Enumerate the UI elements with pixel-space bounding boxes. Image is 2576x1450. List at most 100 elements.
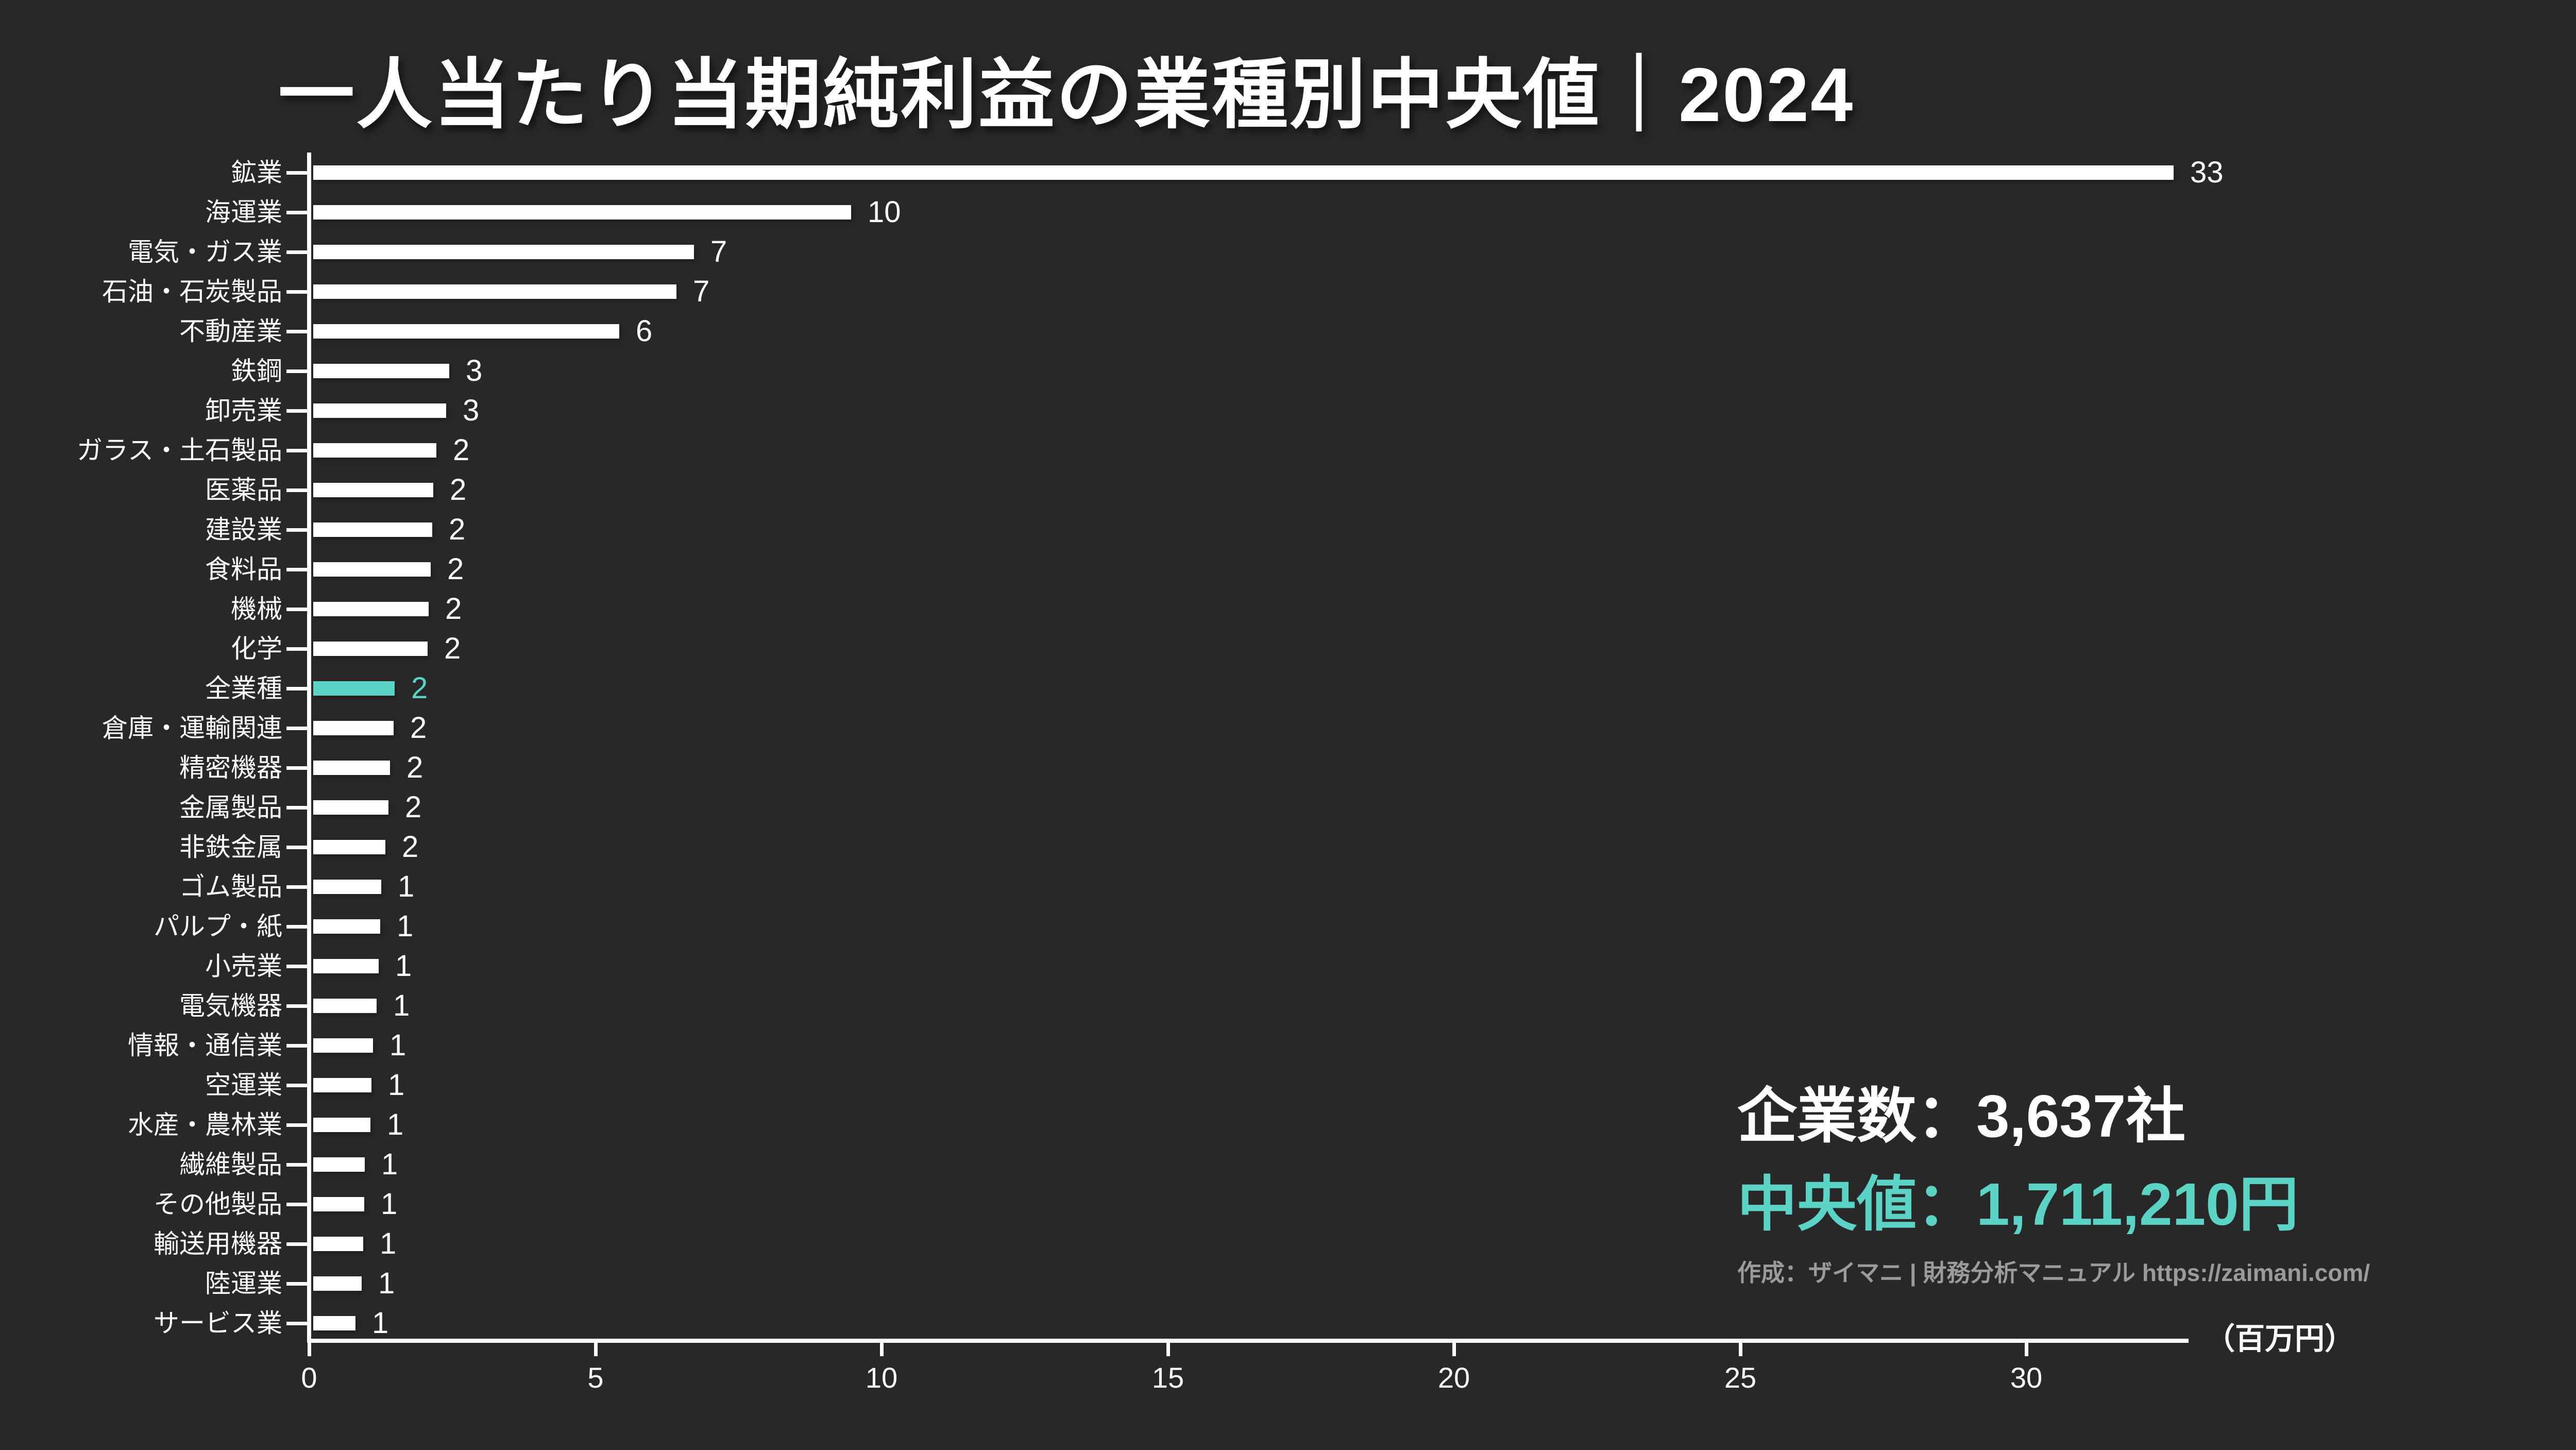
value-label: 2 [445,592,462,626]
y-tick-mark [286,925,309,929]
bar [313,642,428,656]
value-label: 1 [393,989,410,1022]
bar [313,1157,365,1172]
y-tick-mark [286,727,309,730]
y-tick-mark [286,647,309,651]
value-label: 2 [453,433,470,467]
y-tick-mark [286,330,309,333]
category-label: 情報・通信業 [128,1031,282,1060]
category-label: 鉱業 [231,158,282,187]
category-label: 食料品 [205,555,282,584]
bar [313,483,433,497]
bar [313,721,394,735]
y-tick-mark [286,766,309,770]
bar [313,800,388,815]
category-label: ゴム製品 [179,872,282,901]
bar-highlighted [313,681,395,696]
category-label: サービス業 [154,1309,282,1338]
category-label: 非鉄金属 [179,833,282,862]
category-label: 化学 [231,634,282,663]
y-tick-mark [286,1282,309,1286]
x-tick-mark [2025,1343,2028,1356]
value-label: 1 [387,1108,404,1141]
category-label: 医薬品 [205,476,282,504]
category-label: 機械 [231,595,282,623]
x-tick-mark [308,1343,311,1356]
y-tick-mark [286,1163,309,1167]
value-label: 1 [380,1227,397,1260]
value-label: 1 [378,1267,395,1300]
y-tick-mark [286,290,309,294]
y-tick-mark [286,608,309,611]
value-label: 1 [389,1029,406,1062]
category-label: 陸運業 [205,1269,282,1298]
y-tick-mark [286,250,309,254]
bar [313,602,429,616]
bar [313,840,385,854]
bar [313,1078,371,1092]
credit-line: 作成：ザイマニ | 財務分析マニュアル https://zaimani.com/ [1737,1259,2370,1286]
x-tick-label: 25 [1724,1361,1757,1394]
category-label: パルプ・紙 [154,912,282,941]
x-tick-mark [880,1343,884,1356]
x-tick-label: 0 [301,1361,317,1394]
x-tick-label: 30 [2010,1361,2043,1394]
value-label: 33 [2190,156,2224,189]
bar [313,880,381,894]
x-tick-label: 5 [587,1361,604,1394]
y-tick-mark [286,1242,309,1246]
y-tick-mark [286,1322,309,1325]
category-label: その他製品 [154,1190,282,1219]
category-label: 小売業 [205,952,282,981]
y-tick-mark [286,369,309,373]
category-label: 不動産業 [179,317,282,346]
category-label: 石油・石炭製品 [102,277,282,306]
category-label: 繊維製品 [179,1150,282,1179]
category-label: 倉庫・運輸関連 [102,714,282,743]
value-label: 2 [444,632,461,665]
category-label: 電気機器 [179,991,282,1020]
x-tick-label: 10 [865,1361,898,1394]
y-tick-mark [286,1123,309,1127]
value-label: 7 [710,235,727,268]
value-label: 6 [636,314,653,348]
bar [313,1197,364,1211]
bar [313,1316,355,1330]
value-label: 2 [450,473,467,507]
bar [313,1237,363,1251]
value-label: 7 [693,275,710,308]
bar [313,284,676,299]
value-label: 2 [411,671,428,705]
category-label: 卸売業 [205,396,282,425]
chart-title: 一人当たり当期純利益の業種別中央値｜2024 [278,53,1855,138]
value-label: 1 [388,1068,405,1102]
y-tick-mark [286,171,309,175]
y-tick-mark [286,211,309,214]
value-label: 2 [405,790,422,824]
value-label: 10 [868,195,901,229]
category-label: 電気・ガス業 [128,238,282,266]
category-label: 金属製品 [179,793,282,822]
y-tick-mark [286,449,309,452]
y-tick-mark [286,488,309,492]
y-tick-mark [286,528,309,532]
bar [313,324,619,339]
value-label: 2 [410,711,427,745]
category-label: 全業種 [205,674,282,703]
value-label: 2 [402,830,419,864]
bar [313,919,380,934]
y-tick-mark [286,965,309,968]
bar [313,1276,362,1291]
value-label: 1 [398,870,415,903]
x-tick-mark [1452,1343,1456,1356]
x-tick-mark [1166,1343,1170,1356]
bar [313,205,851,220]
value-label: 2 [449,513,466,546]
y-tick-mark [286,1084,309,1087]
bar [313,403,446,418]
bar [313,165,2174,180]
value-label: 1 [381,1148,398,1181]
value-label: 1 [397,909,414,943]
value-label: 1 [372,1306,389,1340]
